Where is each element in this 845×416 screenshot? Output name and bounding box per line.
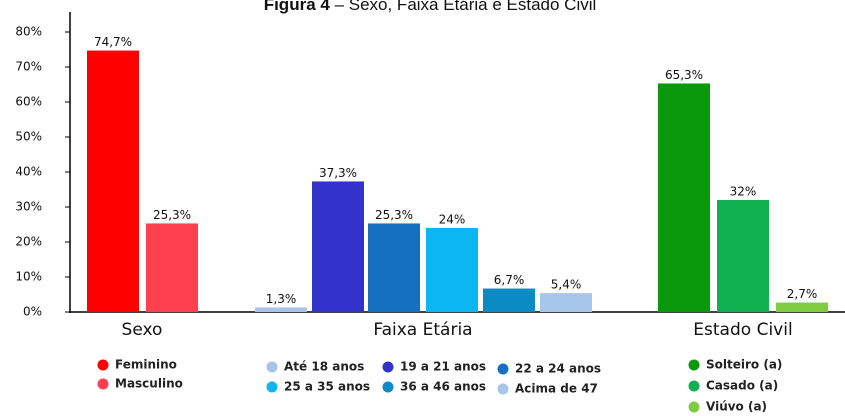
- bar: [87, 50, 139, 313]
- legend-label: Até 18 anos: [284, 360, 364, 374]
- value-label: 5,4%: [551, 278, 582, 292]
- legend-marker: [266, 381, 278, 393]
- value-label: 32%: [730, 185, 757, 199]
- legend-marker: [97, 378, 109, 390]
- value-label: 1,3%: [266, 292, 297, 306]
- title-rest: – Sexo, Faixa Etária e Estado Civil: [335, 0, 597, 14]
- bar: [426, 228, 478, 312]
- category-label: Faixa Etária: [373, 320, 472, 340]
- bar: [540, 293, 592, 312]
- legend-marker: [688, 401, 700, 413]
- bar: [776, 302, 828, 312]
- legend-marker: [97, 359, 109, 371]
- y-tick-label: 50%: [15, 130, 42, 144]
- bar: [312, 181, 364, 312]
- legend-label: Masculino: [115, 377, 183, 391]
- bar: [146, 223, 198, 312]
- legend-label: Solteiro (a): [706, 358, 782, 372]
- value-label: 65,3%: [665, 68, 703, 82]
- value-label: 25,3%: [153, 208, 191, 222]
- y-tick-label: 0%: [23, 305, 42, 319]
- y-tick-label: 70%: [15, 60, 42, 74]
- y-tick-label: 30%: [15, 200, 42, 214]
- legend-marker: [382, 381, 394, 393]
- legend-label: 25 a 35 anos: [284, 380, 370, 394]
- legend-label: Feminino: [115, 358, 177, 372]
- legend-marker: [266, 361, 278, 373]
- y-tick-label: 20%: [15, 235, 42, 249]
- legend-label: Acima de 47: [515, 382, 598, 396]
- bar: [658, 83, 710, 312]
- legend-marker: [497, 363, 509, 375]
- legend-label: 22 a 24 anos: [515, 362, 601, 376]
- legend-marker: [688, 359, 700, 371]
- value-label: 37,3%: [319, 166, 357, 180]
- chart-title: Figura 4 – Sexo, Faixa Etária e Estado C…: [264, 0, 597, 14]
- value-label: 24%: [439, 213, 466, 227]
- category-label: Estado Civil: [693, 320, 792, 340]
- value-label: 74,7%: [94, 35, 132, 49]
- value-label: 2,7%: [787, 287, 818, 301]
- y-tick-label: 60%: [15, 95, 42, 109]
- legend-marker: [688, 380, 700, 392]
- value-label: 25,3%: [375, 208, 413, 222]
- legend-label: Casado (a): [706, 379, 778, 393]
- legend-label: 36 a 46 anos: [400, 380, 486, 394]
- bar: [483, 288, 535, 312]
- legend-label: 19 a 21 anos: [400, 360, 486, 374]
- category-label: Sexo: [122, 320, 163, 340]
- legend-label: Viúvo (a): [706, 400, 767, 414]
- bar: [255, 307, 307, 312]
- y-tick-label: 10%: [15, 270, 42, 284]
- legend-marker: [497, 383, 509, 395]
- y-tick-label: 40%: [15, 165, 42, 179]
- y-tick-label: 80%: [15, 25, 42, 39]
- legend-marker: [382, 361, 394, 373]
- value-label: 6,7%: [494, 273, 525, 287]
- title-bold: Figura 4: [264, 0, 331, 14]
- bar: [368, 223, 420, 312]
- bar: [717, 200, 769, 312]
